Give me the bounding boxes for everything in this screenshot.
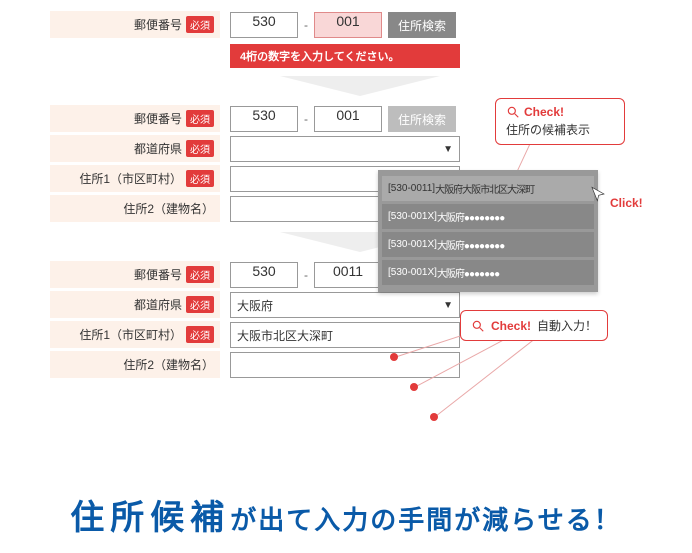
- address2-input[interactable]: [230, 352, 460, 378]
- zip-first-input[interactable]: 530: [230, 12, 298, 38]
- zip-first-input[interactable]: 530: [230, 262, 298, 288]
- connector-dot: [430, 413, 438, 421]
- dash: -: [304, 18, 308, 32]
- label-addr2: 住所2（建物名）: [50, 195, 220, 223]
- cursor-icon: [590, 186, 606, 202]
- prefecture-select[interactable]: 大阪府▼: [230, 292, 460, 318]
- prefecture-select[interactable]: ▼: [230, 136, 460, 162]
- zip-second-input[interactable]: 0011: [314, 262, 382, 288]
- callout-check-2: Check! 自動入力！: [460, 310, 608, 341]
- suggestion-item[interactable]: [530-001X]大阪府●●●●●●●●: [382, 232, 594, 257]
- suggestion-item[interactable]: [530-001X]大阪府●●●●●●●: [382, 260, 594, 285]
- address-search-button[interactable]: 住所検索: [388, 12, 456, 38]
- required-badge: 必須: [186, 266, 214, 283]
- arrow-down-icon: [280, 76, 440, 96]
- required-badge: 必須: [186, 140, 214, 157]
- label-addr2: 住所2（建物名）: [50, 351, 220, 379]
- chevron-down-icon: ▼: [443, 300, 453, 311]
- label-zip: 郵便番号 必須: [50, 261, 220, 289]
- click-label: Click!: [610, 196, 643, 210]
- headline-rest: が出て入力の手間が減らせる！: [230, 505, 621, 535]
- label-addr1: 住所1（市区町村） 必須: [50, 165, 220, 193]
- headline-emphasis: 住所候補: [70, 499, 230, 537]
- required-badge: 必須: [186, 326, 214, 343]
- chevron-down-icon: ▼: [443, 144, 453, 155]
- label-pref: 都道府県 必須: [50, 135, 220, 163]
- address1-input[interactable]: 大阪市北区大深町: [230, 322, 460, 348]
- zip-second-input[interactable]: 001: [314, 12, 382, 38]
- error-message: 4桁の数字を入力してください。: [230, 44, 460, 68]
- label-zip: 郵便番号 必須: [50, 11, 220, 39]
- label-pref: 都道府県 必須: [50, 291, 220, 319]
- address-search-button[interactable]: 住所検索: [388, 106, 456, 132]
- zip-second-input[interactable]: 001: [314, 106, 382, 132]
- magnifier-icon: [506, 105, 520, 119]
- required-badge: 必須: [186, 170, 214, 187]
- required-badge: 必須: [186, 296, 214, 313]
- headline: 住所候補が出て入力の手間が減らせる！: [0, 490, 692, 539]
- connector-dot: [410, 383, 418, 391]
- connector-dot: [390, 353, 398, 361]
- step-1: 郵便番号 必須 530 - 001 住所検索 4桁の数字を入力してください。: [50, 10, 642, 68]
- label-text: 郵便番号: [134, 16, 182, 33]
- suggestion-item[interactable]: [530-001X]大阪府●●●●●●●●: [382, 204, 594, 229]
- callout-check-1: Check! 住所の候補表示: [495, 98, 625, 145]
- required-badge: 必須: [186, 110, 214, 127]
- label-zip: 郵便番号 必須: [50, 105, 220, 133]
- suggestion-item[interactable]: [530-0011]大阪府大阪市北区大深町: [382, 176, 594, 201]
- required-badge: 必須: [186, 16, 214, 33]
- zip-first-input[interactable]: 530: [230, 106, 298, 132]
- magnifier-icon: [471, 319, 485, 333]
- label-addr1: 住所1（市区町村） 必須: [50, 321, 220, 349]
- suggestion-popup: [530-0011]大阪府大阪市北区大深町 [530-001X]大阪府●●●●●●…: [378, 170, 598, 292]
